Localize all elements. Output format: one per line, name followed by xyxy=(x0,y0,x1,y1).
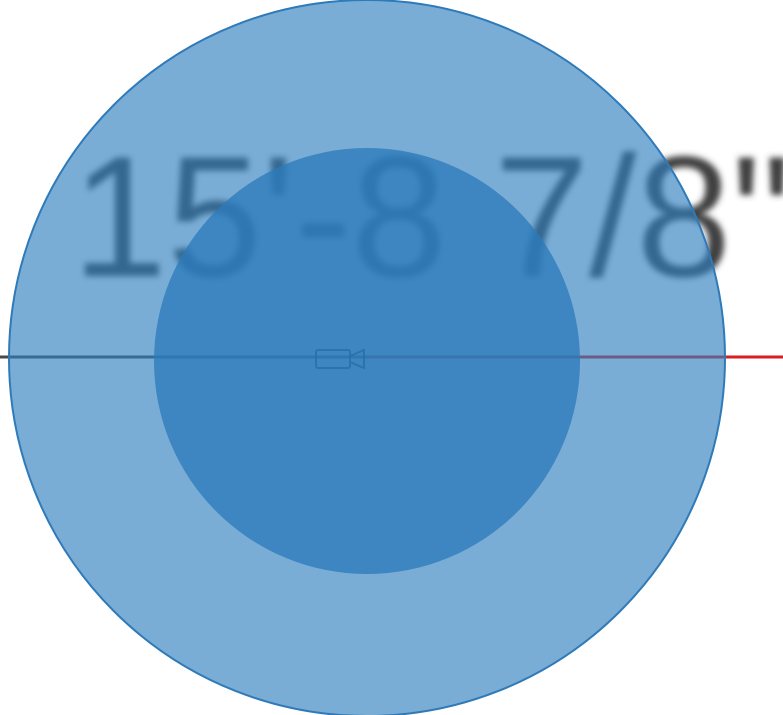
camera-lens xyxy=(349,348,365,370)
inner-range-circle[interactable] xyxy=(154,148,580,574)
camera-icon[interactable] xyxy=(315,348,365,370)
